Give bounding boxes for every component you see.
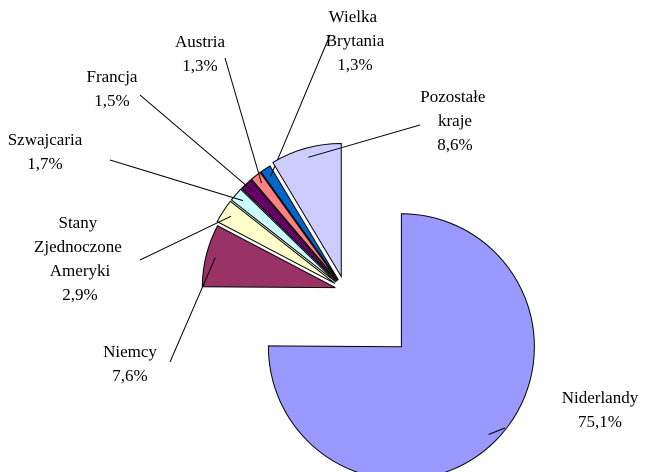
label-line: Szwajcaria <box>8 130 83 149</box>
slice-label: Szwajcaria <box>8 130 83 149</box>
pie-slice <box>272 143 342 279</box>
label-line: Zjednoczone <box>34 237 126 256</box>
pie-slice <box>250 171 339 281</box>
value-label: 1,3% <box>182 56 217 75</box>
value-label: 1,5% <box>94 91 129 110</box>
leader-line <box>109 159 244 202</box>
leader-line <box>139 94 253 192</box>
value-label: 75,1% <box>578 412 622 431</box>
leader-line <box>270 34 331 177</box>
slice-label: Francja <box>87 67 138 86</box>
label-line: Francja <box>87 67 138 86</box>
slice-label: Pozostałe kraje <box>420 87 489 130</box>
value-label: 1,7% <box>27 154 62 173</box>
value-label: 2,9% <box>62 285 97 304</box>
leader-line <box>308 124 421 158</box>
label-line: Niderlandy <box>562 388 639 407</box>
leader-line <box>224 57 262 184</box>
slice-label: Niemcy <box>103 342 157 361</box>
label-line: Ameryki <box>50 261 111 280</box>
leader-line <box>488 427 506 435</box>
pie-slice <box>240 179 338 282</box>
label-line: Wielka <box>329 7 382 26</box>
label-line: Austria <box>175 32 226 51</box>
pie-slice <box>267 213 535 472</box>
slice-label: Stany Zjednoczone Ameryki <box>34 213 126 280</box>
label-line: Pozostałe <box>420 87 489 106</box>
label-line: Niemcy <box>103 342 157 361</box>
slice-label: Niderlandy <box>562 388 639 407</box>
label-line: Brytania <box>326 31 385 50</box>
label-line: kraje <box>438 111 472 130</box>
label-line: Stany <box>59 213 102 232</box>
pie-slice <box>230 188 337 283</box>
value-label: 7,6% <box>112 366 147 385</box>
value-label: 1,3% <box>337 55 372 74</box>
leader-line <box>139 215 232 261</box>
leader-line <box>169 257 216 363</box>
value-label: 8,6% <box>437 135 472 154</box>
slice-label: Austria <box>175 32 226 51</box>
slice-label: Wielka Brytania <box>326 7 385 50</box>
pie-slice <box>260 165 339 281</box>
pie-slice <box>216 200 336 284</box>
